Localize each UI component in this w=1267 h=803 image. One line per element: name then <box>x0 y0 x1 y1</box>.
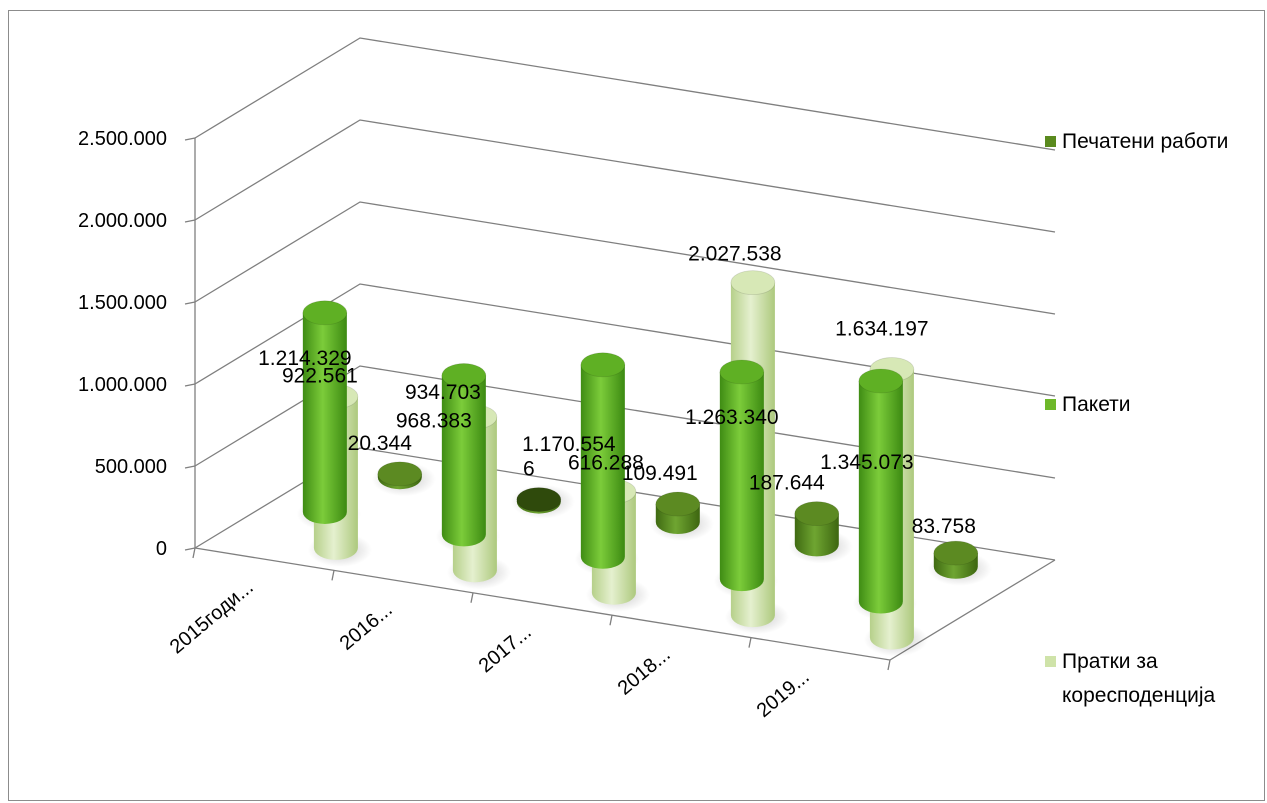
y-tick-label: 500.000 <box>95 456 167 478</box>
legend-label: Печатени работи <box>1062 130 1228 153</box>
gridline <box>194 283 1056 397</box>
legend-swatch <box>1045 656 1056 667</box>
bar-1-1 <box>441 363 487 547</box>
x-tick-mark <box>331 570 335 581</box>
data-label: 1.214.329 <box>258 347 351 370</box>
labels-layer: 0 500.000 1.000.000 1.500.000 2.000.000 2.500… <box>78 128 976 722</box>
bar-0-4 <box>933 540 979 579</box>
bar-0-0 <box>377 461 423 490</box>
legend-label: Пратки за <box>1062 650 1158 673</box>
bar-0-1 <box>516 487 562 514</box>
bar-body <box>858 380 903 614</box>
legend-swatch <box>1045 399 1056 410</box>
bar-body <box>441 375 486 547</box>
data-label: 83.758 <box>912 515 976 538</box>
bar-body <box>794 513 839 557</box>
bars-layer <box>302 270 979 650</box>
bar-cap <box>794 501 840 527</box>
x-tick-label: 2015годи... <box>166 576 258 658</box>
bar-body <box>302 312 347 524</box>
bar-cap <box>858 368 904 394</box>
bar-body <box>580 364 625 569</box>
bar-1-3 <box>719 359 765 592</box>
data-label: 934.703 <box>405 381 481 404</box>
data-label: 6 <box>523 458 535 481</box>
legend-swatch <box>1045 136 1056 147</box>
data-label: 968.383 <box>396 410 472 433</box>
bar-cap <box>441 363 487 388</box>
legend-label: коресподенција <box>1062 684 1216 707</box>
gridline <box>194 201 1056 315</box>
bar-cap <box>302 300 348 326</box>
data-label: 1.634.197 <box>835 318 928 341</box>
data-label: 922.561 <box>282 365 358 388</box>
data-label: 1.263.340 <box>685 406 778 429</box>
data-label: 2.027.538 <box>688 243 781 266</box>
x-tick-mark <box>470 592 474 603</box>
x-tick-label: 2016... <box>336 599 397 655</box>
y-tick-mark <box>184 137 196 141</box>
y-tick-label: 0 <box>156 538 167 560</box>
bar-cap <box>719 359 765 385</box>
bar-cap <box>933 540 979 566</box>
y-tick-mark <box>184 547 196 551</box>
y-tick-label: 1.500.000 <box>78 292 167 314</box>
gridline <box>194 37 1056 151</box>
y-tick-mark <box>184 383 196 387</box>
bar-cap <box>730 270 776 296</box>
bar-cap <box>377 461 423 487</box>
y-tick-label: 2.000.000 <box>78 210 167 232</box>
y-tick-mark <box>184 465 196 469</box>
bar-0-2 <box>655 491 701 534</box>
y-tick-label: 2.500.000 <box>78 128 167 150</box>
x-tick-label: 2018... <box>614 643 675 699</box>
legend-layer: Печатени работи Пакети Пратки за коресподен… <box>1045 130 1228 707</box>
data-label: 1.345.073 <box>820 451 913 474</box>
x-tick-mark <box>887 659 891 671</box>
gridline <box>194 119 1056 233</box>
x-tick-label: 2019... <box>753 666 814 722</box>
bar-0-3 <box>794 501 840 557</box>
data-label: 20.344 <box>348 432 413 455</box>
bar-cap <box>655 491 701 517</box>
x-tick-mark <box>748 637 752 648</box>
y-tick-mark <box>184 301 196 305</box>
bar-1-4 <box>858 368 904 614</box>
legend-label: Пакети <box>1062 393 1131 416</box>
bar-1-2 <box>580 352 626 569</box>
bar-cap <box>580 352 626 378</box>
bar-body <box>719 371 764 592</box>
bar-cap <box>516 487 562 512</box>
y-tick-label: 1.000.000 <box>78 374 167 396</box>
data-label: 109.491 <box>622 462 698 485</box>
gridline <box>194 365 1056 479</box>
data-label: 1.170.554 <box>522 433 616 456</box>
x-tick-mark <box>192 547 196 559</box>
bar-1-0 <box>302 300 348 524</box>
data-label: 616.288 <box>568 452 644 475</box>
x-tick-label: 2017... <box>475 621 536 677</box>
y-tick-mark <box>184 219 196 223</box>
data-label: 187.644 <box>749 472 825 495</box>
x-tick-mark <box>609 615 613 626</box>
